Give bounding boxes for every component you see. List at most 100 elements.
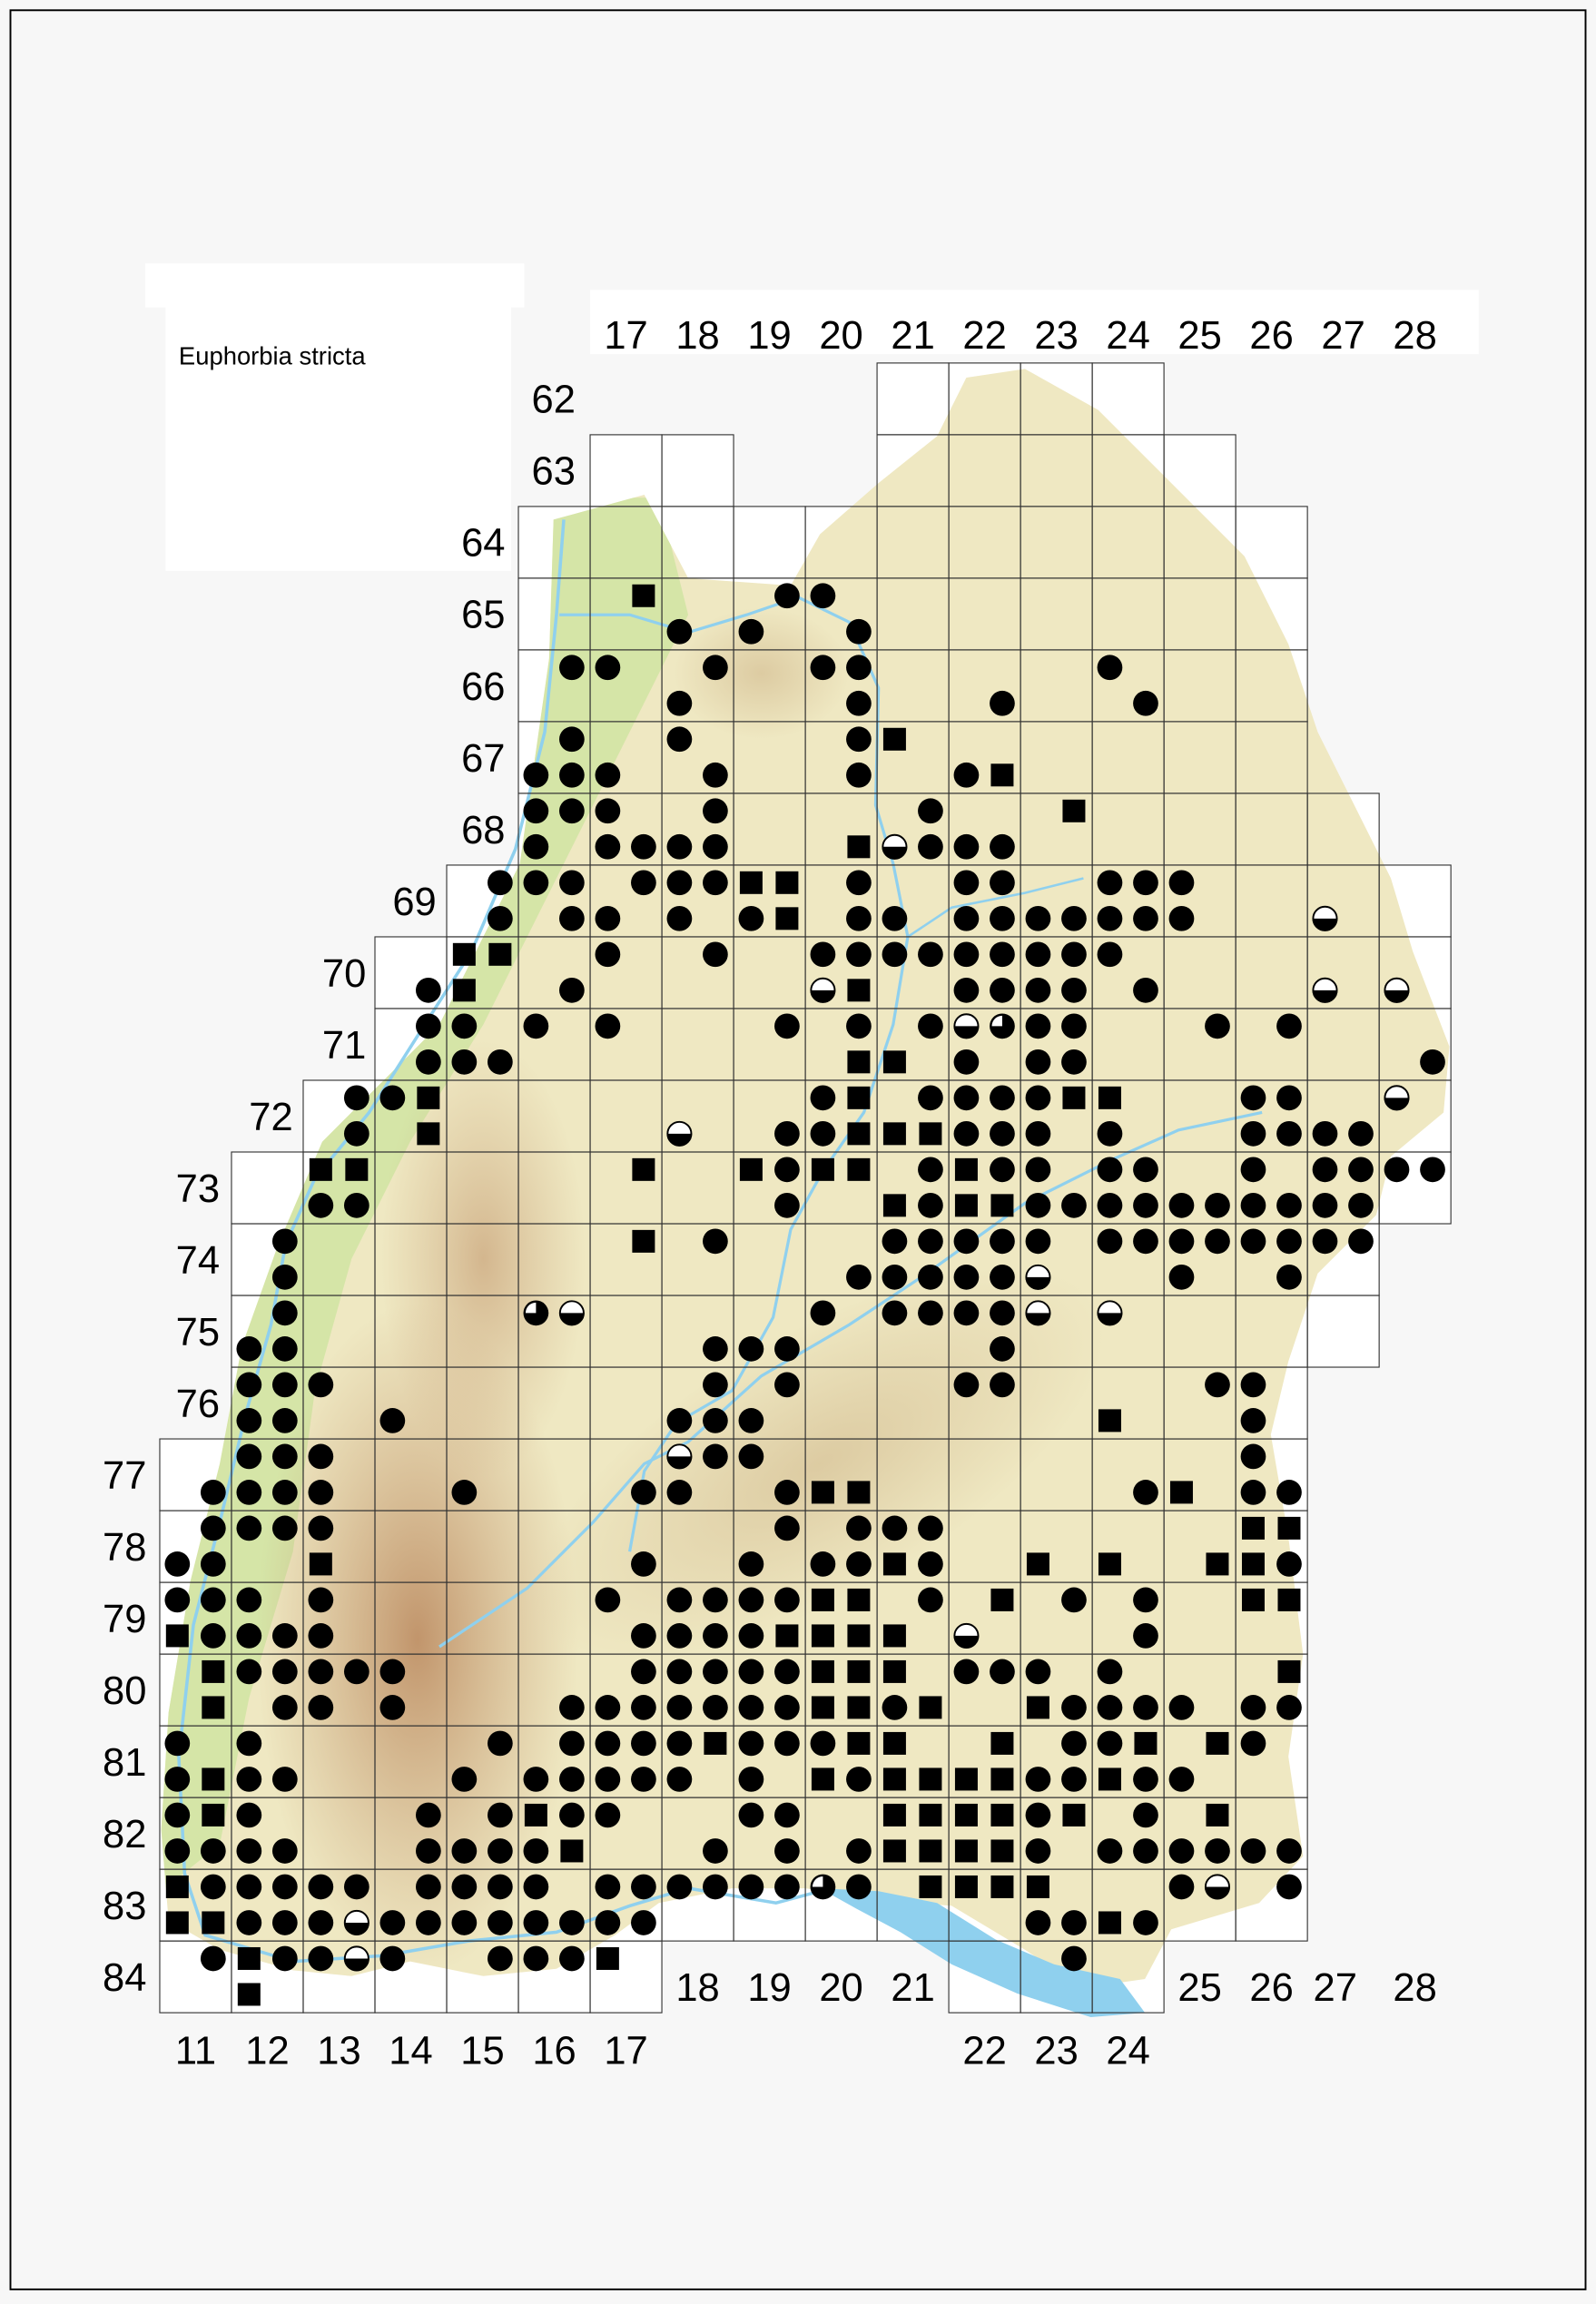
filled-square-mark <box>847 1588 871 1611</box>
filled-square-mark <box>882 1050 906 1074</box>
filled-circle-mark <box>236 1767 262 1792</box>
filled-circle-mark <box>1240 1730 1266 1757</box>
legend-box-body <box>165 304 511 571</box>
row-label: 73 <box>176 1167 220 1211</box>
filled-circle-mark <box>738 1336 764 1362</box>
filled-circle-mark <box>523 1945 549 1972</box>
half-filled-circle-mark <box>1097 1300 1123 1326</box>
grid-labels: 17 18 19 20 21 22 23 24 25 26 27 28 62 63 64 65 66 67 68 69… <box>103 314 1437 2073</box>
filled-circle-mark <box>1168 1838 1195 1864</box>
filled-circle-mark <box>236 1587 262 1613</box>
filled-circle-mark <box>559 1730 585 1757</box>
bottom-column-label: 23 <box>1034 2030 1078 2073</box>
filled-circle-mark <box>882 905 908 931</box>
filled-square-mark <box>847 979 871 1002</box>
filled-circle-mark <box>738 1551 764 1577</box>
filled-circle-mark <box>595 762 621 788</box>
filled-square-mark <box>847 1696 871 1719</box>
filled-square-mark <box>417 1086 440 1109</box>
filled-circle-mark <box>1025 1192 1051 1218</box>
filled-circle-mark <box>953 1300 980 1326</box>
filled-circle-mark <box>882 1300 908 1326</box>
filled-square-mark <box>739 871 763 894</box>
filled-circle-mark <box>953 941 980 968</box>
filled-square-mark <box>847 1086 871 1109</box>
filled-square-mark <box>811 1696 834 1719</box>
filled-circle-mark <box>595 1730 621 1757</box>
filled-circle-mark <box>1025 1085 1051 1111</box>
filled-square-mark <box>1098 1767 1121 1791</box>
filled-circle-mark <box>595 833 621 860</box>
filled-square-mark <box>847 1624 871 1648</box>
filled-circle-mark <box>1025 1157 1051 1183</box>
filled-circle-mark <box>882 1264 908 1290</box>
filled-circle-mark <box>1025 1659 1051 1685</box>
filled-circle-mark <box>271 1767 298 1792</box>
grid-cell-bg <box>877 362 950 435</box>
filled-circle-mark <box>738 1874 764 1900</box>
filled-circle-mark <box>236 1515 262 1541</box>
filled-circle-mark <box>595 1587 621 1613</box>
filled-circle-mark <box>559 1767 585 1792</box>
filled-circle-mark <box>810 1120 836 1147</box>
filled-circle-mark <box>990 1085 1015 1111</box>
filled-square-mark <box>1098 1552 1121 1576</box>
bottom-column-label: 22 <box>962 2030 1006 2073</box>
filled-circle-mark <box>1025 905 1051 931</box>
filled-circle-mark <box>1025 1838 1051 1864</box>
filled-circle-mark <box>1061 1587 1087 1613</box>
bottom-column-label: 25 <box>1177 1966 1221 2010</box>
filled-circle-mark <box>308 1623 334 1649</box>
grid-cell-bg <box>231 1152 303 1225</box>
filled-circle-mark <box>271 1910 298 1935</box>
filled-circle-mark <box>990 1157 1015 1183</box>
filled-circle-mark <box>200 1551 226 1577</box>
filled-square-mark <box>775 1624 799 1648</box>
filled-circle-mark <box>1420 1049 1445 1075</box>
filled-square-mark <box>1134 1731 1158 1755</box>
bottom-column-label: 27 <box>1314 1966 1357 2010</box>
grid-cell <box>589 1940 663 2014</box>
filled-circle-mark <box>200 1515 226 1541</box>
filled-circle-mark <box>738 1767 764 1792</box>
grid-cell <box>1378 1151 1452 1225</box>
row-label: 64 <box>461 522 505 566</box>
filled-circle-mark <box>559 655 585 681</box>
filled-circle-mark <box>308 1945 334 1972</box>
top-column-label: 18 <box>675 314 719 358</box>
filled-circle-mark <box>1097 1838 1123 1864</box>
filled-square-mark <box>811 1588 834 1611</box>
filled-circle-mark <box>1168 905 1195 931</box>
filled-circle-mark <box>1240 1228 1266 1255</box>
filled-square-mark <box>811 1659 834 1683</box>
filled-circle-mark <box>1025 1013 1051 1039</box>
filled-circle-mark <box>595 798 621 824</box>
filled-square-mark <box>954 1767 978 1791</box>
filled-circle-mark <box>703 1838 728 1864</box>
filled-square-mark <box>990 1767 1014 1791</box>
filled-circle-mark <box>1276 1228 1302 1255</box>
filled-circle-mark <box>953 833 980 860</box>
filled-circle-mark <box>1240 1120 1266 1147</box>
filled-circle-mark <box>703 1443 728 1470</box>
filled-circle-mark <box>271 1408 298 1433</box>
filled-circle-mark <box>1348 1228 1374 1255</box>
filled-circle-mark <box>1061 1767 1087 1792</box>
filled-square-mark <box>202 1803 225 1826</box>
filled-circle-mark <box>343 1192 369 1218</box>
bottom-column-label: 19 <box>747 1966 791 2010</box>
filled-square-mark <box>1277 1659 1301 1683</box>
filled-circle-mark <box>559 870 585 896</box>
row-label: 69 <box>392 881 436 924</box>
half-filled-circle-mark <box>666 1120 693 1147</box>
row-label: 72 <box>249 1096 292 1139</box>
half-filled-circle-mark <box>558 1300 585 1326</box>
filled-circle-mark <box>846 655 872 681</box>
filled-circle-mark <box>666 1695 693 1720</box>
filled-square-mark <box>811 1767 834 1791</box>
filled-square-mark <box>1241 1552 1265 1576</box>
filled-circle-mark <box>774 1013 800 1039</box>
filled-circle-mark <box>1348 1120 1374 1147</box>
filled-circle-mark <box>308 1874 334 1900</box>
